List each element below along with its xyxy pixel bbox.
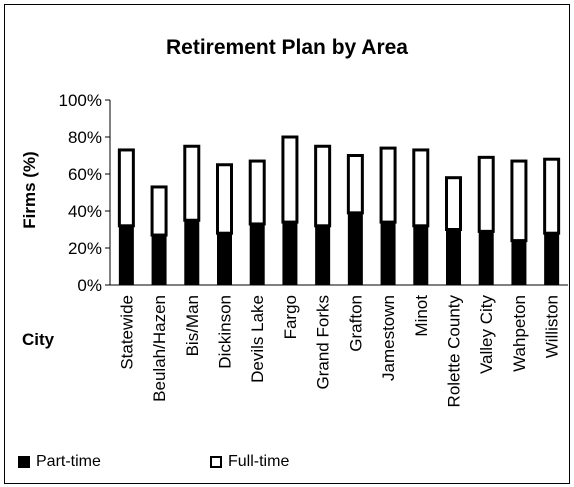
x-tick-label: Valley City <box>477 295 496 375</box>
x-tick-label: Devils Lake <box>248 295 267 383</box>
legend-swatch-full-time <box>210 456 222 468</box>
bar-full-time <box>281 135 299 224</box>
bar-part-time <box>184 219 200 286</box>
bar-full-time <box>117 148 135 228</box>
x-tick-label: Dickinson <box>216 295 235 369</box>
x-tick-label: Jamestown <box>379 295 398 381</box>
x-tick-label: Wahpeton <box>510 295 529 372</box>
bar-part-time <box>118 225 134 286</box>
legend-swatch-part-time <box>18 456 30 468</box>
bar-part-time <box>446 229 461 286</box>
bar-part-time <box>544 232 560 286</box>
y-tick-label: 0% <box>77 276 102 295</box>
bar-full-time <box>346 154 364 215</box>
x-tick-label: Beulah/Hazen <box>150 295 169 402</box>
chart-frame <box>4 4 570 484</box>
bar-full-time <box>543 157 561 235</box>
y-tick-label: 80% <box>68 128 102 147</box>
y-tick-label: 20% <box>68 239 102 258</box>
bar-part-time <box>217 232 232 286</box>
legend-label-part-time: Part-time <box>36 453 101 470</box>
x-tick-label: Grand Forks <box>314 295 333 389</box>
y-tick-label: 100% <box>59 91 102 110</box>
bar-part-time <box>413 225 429 286</box>
bar-full-time <box>216 163 233 235</box>
y-tick-label: 60% <box>68 165 102 184</box>
bar-part-time <box>347 212 363 286</box>
bar-full-time <box>314 144 332 228</box>
bar-full-time <box>248 159 266 226</box>
legend-label-full-time: Full-time <box>228 453 290 470</box>
bar-full-time <box>445 176 462 231</box>
bar-part-time <box>282 221 298 286</box>
x-tick-label: Minot <box>412 295 431 337</box>
bar-part-time <box>151 234 167 286</box>
bar-full-time <box>477 155 495 233</box>
bar-full-time <box>379 146 397 224</box>
bar-full-time <box>183 144 201 222</box>
x-tick-label: Fargo <box>281 295 300 339</box>
chart-title: Retirement Plan by Area <box>166 36 408 59</box>
x-axis-label: City <box>22 330 55 349</box>
bar-part-time <box>478 230 494 286</box>
x-tick-label: Rolette County <box>445 295 464 408</box>
x-tick-label: Statewide <box>117 295 136 370</box>
y-tick-label: 40% <box>68 202 102 221</box>
bar-part-time <box>511 240 527 286</box>
bar-full-time <box>510 159 528 243</box>
x-tick-label: Bis/Man <box>183 295 202 356</box>
bar-full-time <box>150 185 168 237</box>
bar-part-time <box>249 223 265 286</box>
x-tick-label: Williston <box>543 295 562 358</box>
bar-part-time <box>315 225 331 286</box>
bar-full-time <box>412 148 430 228</box>
bar-part-time <box>380 221 396 286</box>
x-tick-label: Grafton <box>346 295 365 352</box>
